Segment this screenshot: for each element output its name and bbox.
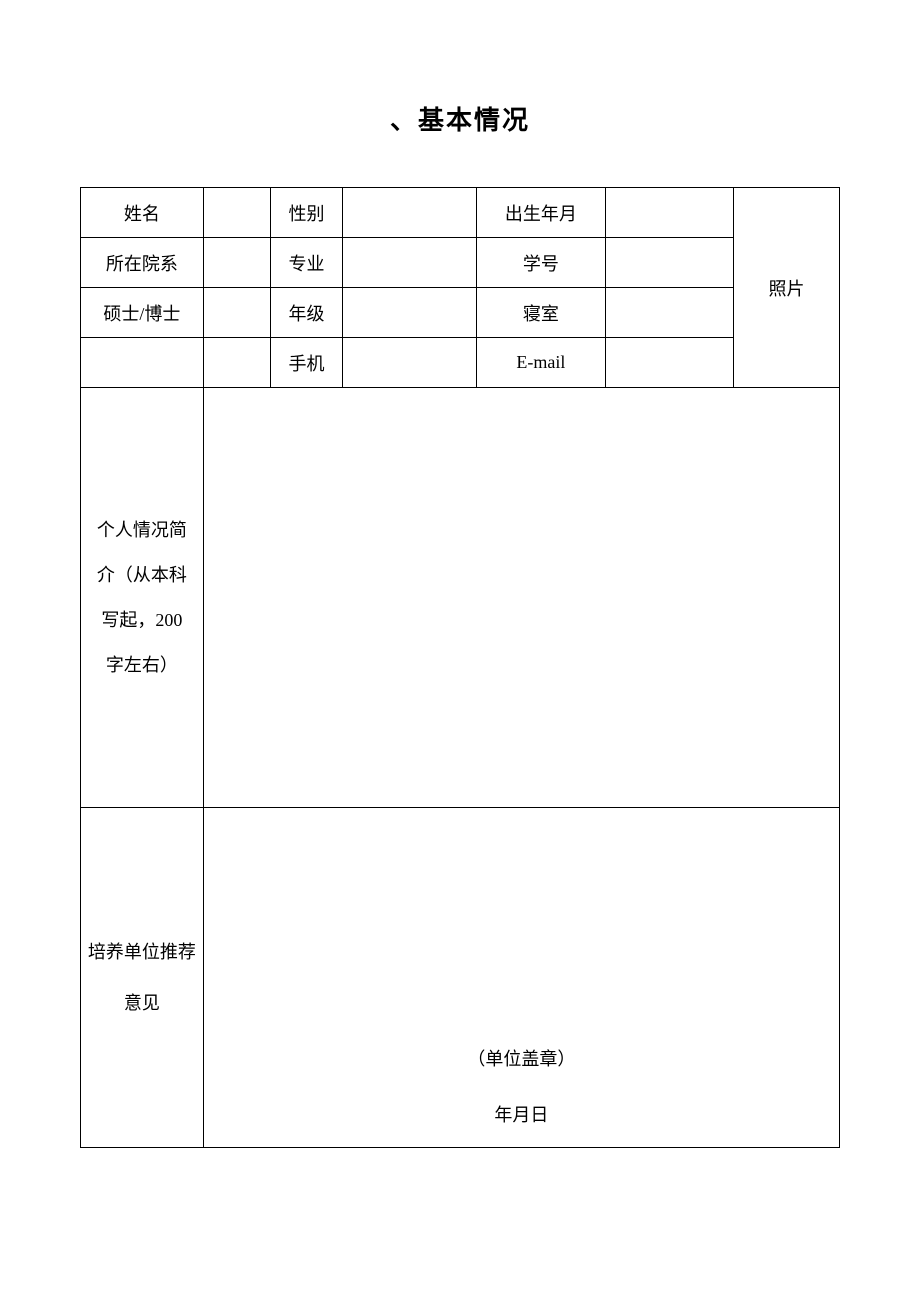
value-birthdate [605,188,733,238]
table-row: 培养单位推荐意见 （单位盖章） 年月日 [81,808,840,1148]
label-phone: 手机 [270,338,343,388]
label-grade: 年级 [270,288,343,338]
label-gender: 性别 [270,188,343,238]
label-personal-intro: 个人情况简介（从本科写起，200 字左右） [81,388,204,808]
table-row: 硕士/博士 年级 寝室 [81,288,840,338]
label-dorm: 寝室 [477,288,605,338]
table-row: 姓名 性别 出生年月 照片 [81,188,840,238]
label-name: 姓名 [81,188,204,238]
label-email: E-mail [477,338,605,388]
label-blank [81,338,204,388]
value-gender [343,188,477,238]
value-email [605,338,733,388]
value-name [203,188,270,238]
value-dorm [605,288,733,338]
table-row: 所在院系 专业 学号 [81,238,840,288]
value-grade [343,288,477,338]
label-major: 专业 [270,238,343,288]
value-personal-intro [203,388,839,808]
value-recommendation: （单位盖章） 年月日 [203,808,839,1148]
label-department: 所在院系 [81,238,204,288]
table-row: 个人情况简介（从本科写起，200 字左右） [81,388,840,808]
photo-cell: 照片 [733,188,839,388]
date-text: 年月日 [208,1101,835,1127]
label-recommendation: 培养单位推荐意见 [81,808,204,1148]
label-degree: 硕士/博士 [81,288,204,338]
stamp-text: （单位盖章） [208,1045,835,1071]
value-student-id [605,238,733,288]
value-degree [203,288,270,338]
value-blank [203,338,270,388]
label-birthdate: 出生年月 [477,188,605,238]
label-student-id: 学号 [477,238,605,288]
table-row: 手机 E-mail [81,338,840,388]
value-phone [343,338,477,388]
value-department [203,238,270,288]
basic-info-table: 姓名 性别 出生年月 照片 所在院系 专业 学号 硕士/博士 年级 寝室 手机 … [80,187,840,1148]
section-title: 、基本情况 [80,100,840,137]
value-major [343,238,477,288]
